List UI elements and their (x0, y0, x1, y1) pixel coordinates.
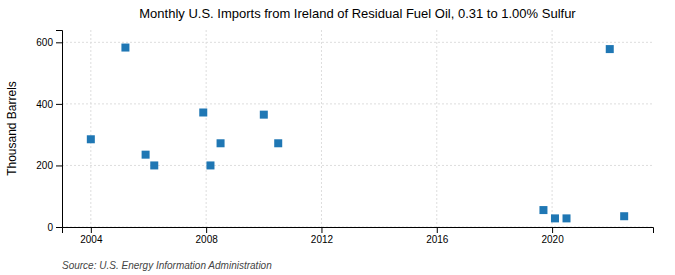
x-tick: 2004 (80, 227, 103, 245)
point (539, 206, 547, 214)
x-tick-mark (437, 227, 438, 233)
x-axis-line (63, 228, 654, 234)
x-tick-label: 2020 (541, 234, 564, 245)
point (274, 139, 282, 147)
point (199, 108, 207, 116)
x-tick: 2008 (196, 227, 219, 245)
y-tick-label: 200 (36, 160, 53, 171)
chart-svg: 2004 2008 2012 2016 2020 0 200 400 600 Monthly U.… (0, 0, 675, 275)
point (563, 214, 571, 222)
grid-line-y (62, 103, 653, 104)
grid (62, 30, 653, 227)
x-tick-mark (321, 227, 322, 233)
y-tick-mark (56, 42, 62, 43)
y-tick-label: 0 (47, 222, 53, 233)
x-axis: 2004 2008 2012 2016 2020 (63, 227, 654, 245)
x-tick: 2020 (541, 227, 564, 245)
chart-container: 2004 2008 2012 2016 2020 0 200 400 600 Monthly U.… (0, 0, 675, 275)
y-tick: 200 (36, 160, 62, 171)
point (217, 139, 225, 147)
grid-line-x (321, 30, 322, 227)
grid-line-x (90, 30, 91, 227)
grid-line-y (62, 42, 653, 43)
points (87, 44, 628, 223)
point (150, 161, 158, 169)
point (121, 44, 129, 52)
y-axis-line (56, 31, 63, 228)
y-axis-title: Thousand Barrels (5, 81, 19, 176)
y-tick-mark (56, 227, 62, 228)
title: Monthly U.S. Imports from Ireland of Res… (139, 6, 576, 21)
x-tick-mark (552, 227, 553, 233)
point (87, 135, 95, 143)
x-tick: 2012 (311, 227, 334, 245)
x-tick-label: 2004 (80, 234, 103, 245)
x-tick-mark (206, 227, 207, 233)
x-tick-label: 2008 (196, 234, 219, 245)
y-tick: 0 (47, 222, 62, 233)
x-tick-label: 2012 (311, 234, 334, 245)
x-tick-mark (91, 227, 92, 233)
point (551, 214, 559, 222)
point (142, 151, 150, 159)
point (620, 212, 628, 220)
grid-line-x (552, 30, 553, 227)
y-tick: 400 (36, 99, 62, 110)
y-tick-label: 400 (36, 99, 53, 110)
point (606, 45, 614, 53)
annotation: Source: U.S. Energy Information Administ… (62, 260, 272, 271)
y-axis: 0 200 400 600 (36, 31, 62, 233)
point (206, 161, 214, 169)
grid-line-x (436, 30, 437, 227)
y-tick: 600 (36, 37, 62, 48)
y-tick-mark (56, 165, 62, 166)
x-tick-label: 2016 (426, 234, 449, 245)
y-tick-mark (56, 104, 62, 105)
grid-line-x (206, 30, 207, 227)
plot-area: 2004 2008 2012 2016 2020 0 200 400 600 (36, 30, 653, 245)
point (260, 111, 268, 119)
x-tick: 2016 (426, 227, 449, 245)
y-tick-label: 600 (36, 37, 53, 48)
